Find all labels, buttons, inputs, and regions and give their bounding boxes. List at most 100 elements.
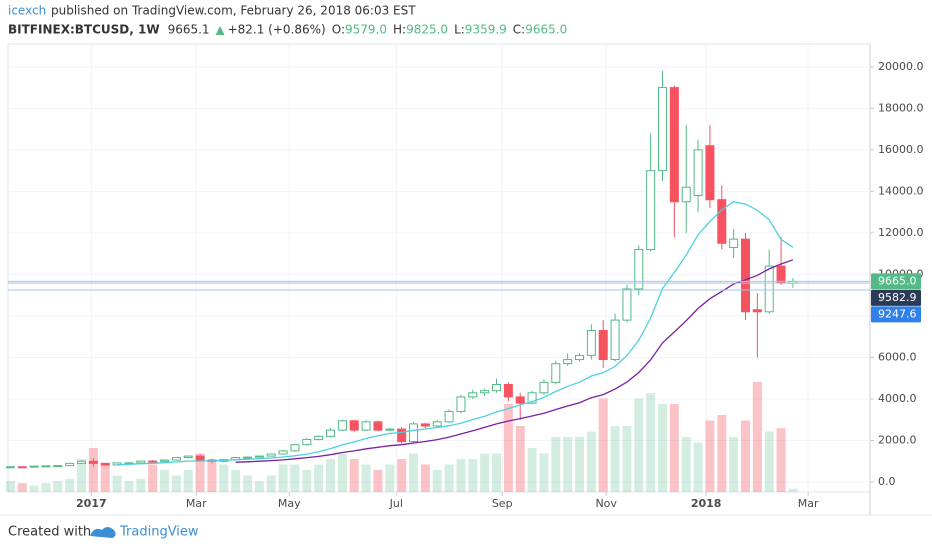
candle-body xyxy=(432,421,442,427)
candle-body xyxy=(503,383,513,398)
ohlc-label: O: xyxy=(332,23,345,37)
candle-body xyxy=(468,392,478,398)
x-tick-label: Jul xyxy=(389,497,403,510)
volume-bar xyxy=(195,453,205,492)
candle-body xyxy=(575,354,585,361)
up-arrow xyxy=(215,26,225,35)
grid xyxy=(8,44,870,492)
candle-body xyxy=(515,396,525,404)
volume-bar xyxy=(88,448,98,492)
volume-bar xyxy=(314,464,324,492)
volume-bar xyxy=(409,453,419,492)
volume-bar xyxy=(148,464,158,492)
volume-bar xyxy=(136,478,146,492)
volume-bar xyxy=(65,478,75,492)
candle-body xyxy=(456,396,466,412)
candle-body xyxy=(634,249,644,290)
candle-body xyxy=(658,87,668,172)
candle-body xyxy=(195,455,205,461)
axes: 0.02000.04000.06000.08000.010000.012000.… xyxy=(76,60,923,510)
moving-average xyxy=(117,201,794,466)
volume-bar xyxy=(788,488,798,492)
volume-bar xyxy=(646,393,656,492)
y-tick-label: 4000.0 xyxy=(878,392,917,405)
candle-body xyxy=(302,438,312,446)
candle-body xyxy=(373,421,383,431)
candle-body xyxy=(551,363,561,383)
ohlc: O: 9579.0 H: 9825.0 L: 9359.9 C: 9665.0 xyxy=(332,23,568,37)
candle-body xyxy=(290,444,300,452)
candle-body xyxy=(254,455,264,458)
last-price: 9665.1 xyxy=(168,23,210,37)
volume-bar xyxy=(337,453,347,492)
candle-body xyxy=(646,170,656,251)
ohlc-value: 9579.0 xyxy=(345,23,387,37)
candle-body xyxy=(41,465,51,468)
x-tick-label: Nov xyxy=(595,497,617,510)
volume-bar xyxy=(539,453,549,492)
candle-body xyxy=(693,149,703,197)
volume-bar xyxy=(503,404,513,492)
candle-body xyxy=(5,466,15,469)
candle-body xyxy=(397,428,407,443)
candle-body xyxy=(776,265,786,284)
volume-bar xyxy=(41,483,51,492)
ohlc-value: 9359.9 xyxy=(465,23,507,37)
volume-bar xyxy=(100,464,110,492)
volume-bar xyxy=(77,459,87,492)
volume-bar xyxy=(693,442,703,492)
moving-average xyxy=(235,259,794,463)
volume-bar xyxy=(349,459,359,492)
volume-bar xyxy=(278,464,288,492)
y-tick-label: 20000.0 xyxy=(878,60,924,73)
change: +82.1 (+0.86%) xyxy=(228,23,326,37)
volume-bar xyxy=(207,459,217,492)
volume-bar xyxy=(29,485,39,492)
candle-body xyxy=(243,456,253,459)
x-tick-label: 2018 xyxy=(691,497,722,510)
volume-bar xyxy=(290,464,300,492)
volume-bar xyxy=(480,453,490,492)
author[interactable]: icexch xyxy=(8,4,46,18)
candle-body xyxy=(266,453,276,457)
brand[interactable]: TradingView xyxy=(119,525,199,540)
price-label-box xyxy=(871,289,921,306)
candle-body xyxy=(444,410,454,423)
volume-bar xyxy=(729,437,739,492)
x-tick-label: Mar xyxy=(186,497,207,510)
candle-body xyxy=(681,186,691,203)
volume-bar xyxy=(326,459,336,492)
volume-bar xyxy=(254,481,264,492)
price-label-box xyxy=(871,306,921,323)
ohlc-value: 9665.0 xyxy=(525,23,567,37)
volume-bar xyxy=(444,464,454,492)
volume-bar xyxy=(610,426,620,492)
candle-body xyxy=(337,420,347,431)
volume-bar xyxy=(598,398,608,492)
volume-bar xyxy=(112,475,122,492)
volume-bar xyxy=(219,464,229,492)
created-with: Created with xyxy=(8,525,91,540)
candle-body xyxy=(326,429,336,437)
volume-bar xyxy=(397,459,407,492)
tv-logo xyxy=(90,527,116,538)
x-tick-label: Sep xyxy=(492,497,513,510)
volume-bar xyxy=(515,426,525,492)
volume-bar xyxy=(586,431,596,492)
x-tick-label: 2017 xyxy=(76,497,107,510)
candle-body xyxy=(171,457,181,461)
candle-body xyxy=(717,199,727,244)
candle-body xyxy=(148,460,158,463)
candle-body xyxy=(100,462,110,466)
volume-bar xyxy=(658,404,668,492)
volume-bar xyxy=(705,420,715,492)
y-tick-label: 18000.0 xyxy=(878,101,924,114)
ohlc-label: H: xyxy=(393,23,406,37)
volume-bar xyxy=(373,470,383,492)
y-tick-label: 14000.0 xyxy=(878,184,924,197)
x-tick-label: Mar xyxy=(798,497,819,510)
candle-body xyxy=(77,460,87,464)
price-label: 9665.0 xyxy=(878,274,917,287)
volume-bar xyxy=(681,437,691,492)
